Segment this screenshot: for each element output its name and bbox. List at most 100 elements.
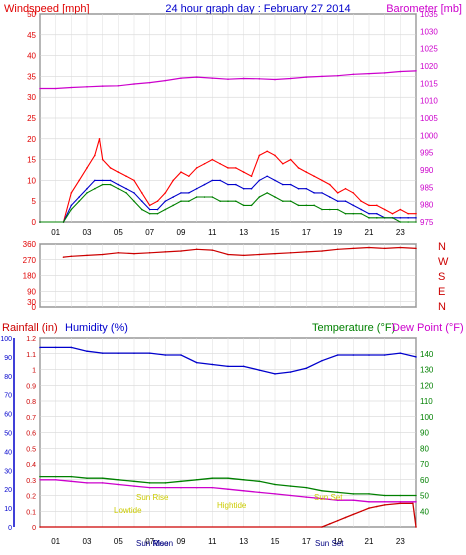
rain-tick-label: 1.1 [26,352,36,359]
data-point [242,204,245,207]
x-tick-label: 21 [365,228,374,237]
data-point [227,183,229,186]
data-point [211,77,214,79]
data-point [148,81,151,84]
data-point [235,200,237,202]
compass-label: W [438,256,449,268]
data-point [344,212,347,215]
data-point [368,212,370,215]
data-point [383,72,386,74]
data-point [313,204,315,207]
data-point [227,488,229,491]
data-point [101,352,104,354]
data-point [133,83,135,85]
dewpoint-axis-label: Dew Point (°F) [392,322,464,334]
data-point [195,196,198,198]
data-point [376,505,378,508]
sunset-label-bottom: Sun Set [315,539,344,548]
y-tick-label: 45 [27,31,36,40]
y2-tick-label: 1000 [420,131,438,140]
data-point [227,200,229,202]
sunrise-label: Sun Rise [136,493,169,502]
data-point [219,162,221,165]
rain-tick-label: 0.6 [26,431,36,438]
hightide-label: Hightide [217,501,247,510]
data-point [148,486,151,489]
data-point [195,76,198,78]
data-point [211,196,214,198]
data-point [336,208,339,211]
data-point [211,249,214,251]
data-point [305,187,308,190]
data-point [39,475,41,478]
data-point [399,221,402,223]
data-point [101,253,104,256]
data-point [164,200,167,202]
data-point [360,510,362,513]
temp-tick-label: 110 [420,397,433,406]
y-tick-label: 180 [23,272,37,281]
data-point [70,204,73,207]
data-point [211,486,214,489]
data-point [407,212,409,215]
data-point [336,192,339,194]
data-point [156,200,159,202]
temp-tick-label: 100 [420,413,434,422]
data-point [86,482,88,484]
series-line [63,246,417,258]
data-point [329,196,331,198]
data-point [148,208,151,211]
data-point [195,187,198,190]
data-point [86,254,88,257]
x-tick-label: 09 [177,537,186,546]
data-point [415,526,417,528]
humidity-tick-label: 10 [4,506,12,513]
data-point [125,187,127,190]
data-point [282,200,284,202]
data-point [180,480,182,483]
data-point [305,204,308,207]
data-point [336,248,339,251]
data-point [219,200,221,202]
x-tick-label: 15 [271,228,280,237]
data-point [180,250,182,252]
data-point [172,179,174,182]
data-point [242,478,245,481]
temp-tick-label: 60 [420,476,429,485]
data-point [242,77,245,80]
y2-tick-label: 1010 [420,97,438,106]
data-point [313,175,315,178]
humidity-tick-label: 70 [4,393,12,400]
x-tick-label: 13 [239,228,248,237]
data-point [368,217,370,219]
data-point [141,200,143,202]
data-point [344,187,347,190]
data-point [289,371,292,373]
rain-tick-label: 0.2 [26,494,36,501]
data-point [289,200,292,202]
data-point [383,494,386,497]
data-point [242,365,245,368]
x-tick-label: 01 [51,537,60,546]
data-point [415,501,417,503]
data-point [250,175,253,178]
humidity-tick-label: 20 [4,487,12,494]
data-point [274,252,276,255]
data-point [297,204,300,207]
data-point [415,494,417,497]
rainfall-axis-label: Rainfall (in) [2,322,58,334]
y-tick-label: 35 [27,72,36,81]
data-point [125,192,127,194]
data-point [203,183,206,186]
data-point [117,171,120,173]
data-point [368,501,370,503]
data-point [70,208,73,211]
data-point [148,352,151,354]
data-point [258,491,261,494]
data-point [321,208,323,211]
data-point [305,171,308,173]
data-point [274,196,276,198]
data-point [227,477,229,479]
moon-label: Moon [153,539,173,548]
